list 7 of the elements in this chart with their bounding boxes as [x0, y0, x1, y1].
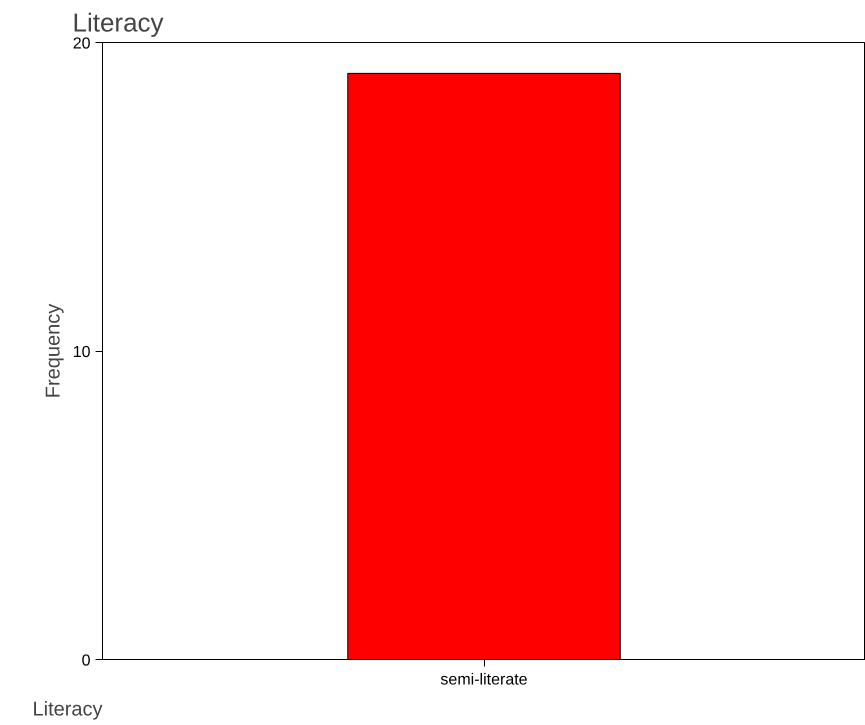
y-axis-title: Frequency: [42, 304, 65, 398]
y-tick-label: 20: [72, 36, 91, 52]
y-tick-label: 0: [82, 652, 91, 670]
chart-title: Literacy: [72, 8, 164, 38]
x-tick-label: semi-literate: [440, 672, 528, 688]
y-tick-label: 10: [72, 344, 91, 361]
x-axis-title: Literacy: [32, 698, 103, 720]
